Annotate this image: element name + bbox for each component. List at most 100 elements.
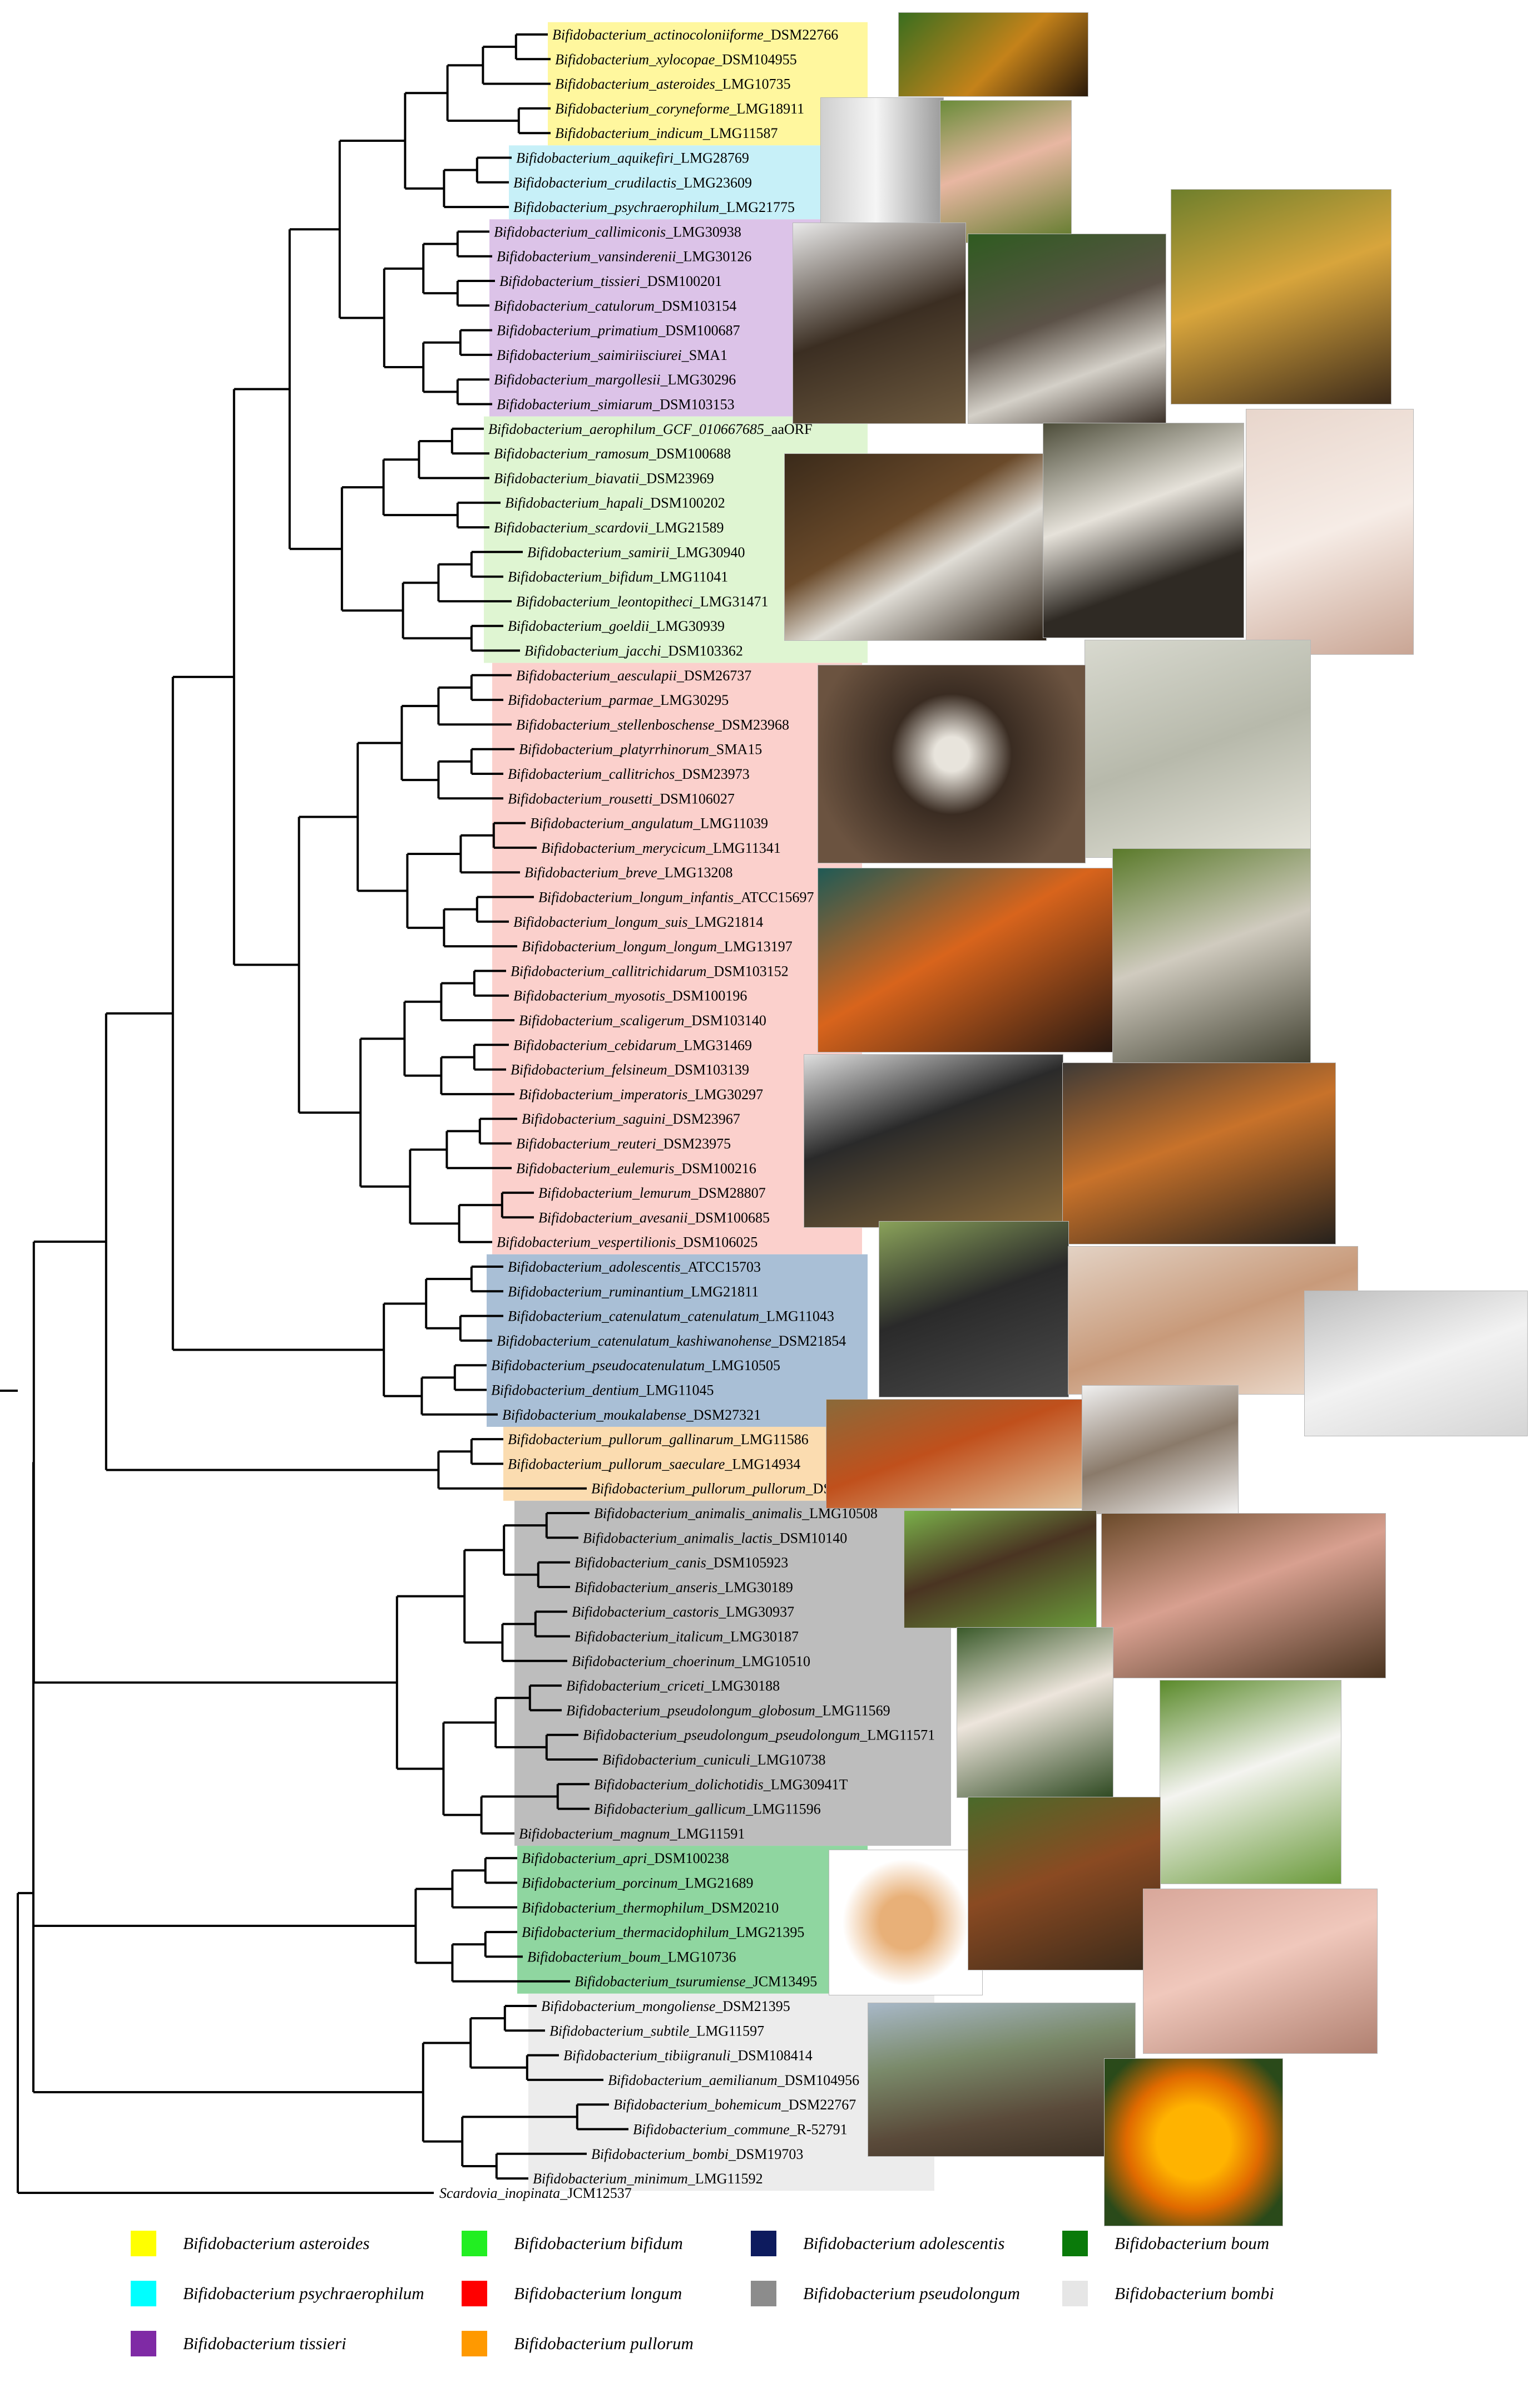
white-rabbit-photo (957, 1627, 1113, 1798)
leaf-label: Bifidobacterium_leontopitheci_LMG31471 (516, 594, 769, 610)
leaf-label: Bifidobacterium_tibiigranuli_DSM108414 (563, 2048, 813, 2064)
leaf-label: Bifidobacterium_ruminantium_LMG21811 (508, 1283, 759, 1299)
leaf-label: Bifidobacterium_asteroides_LMG10735 (555, 76, 791, 92)
leaf-label: Bifidobacterium_imperatoris_LMG30297 (519, 1086, 763, 1103)
leaf-label: Bifidobacterium_psychraerophilum_LMG2177… (513, 199, 795, 215)
leaf-label: Bifidobacterium_angulatum_LMG11039 (530, 816, 768, 832)
leaf-label: Bifidobacterium_criceti_LMG30188 (566, 1678, 780, 1694)
gorilla-photo (879, 1221, 1069, 1397)
leaf-labels: Bifidobacterium_actinocoloniiforme_DSM22… (439, 27, 935, 2201)
leaf-label: Bifidobacterium_subtile_LMG11597 (549, 2023, 764, 2039)
leaf-label: Bifidobacterium_breve_LMG13208 (524, 864, 733, 881)
legend-label: Bifidobacterium tissieri (183, 2334, 346, 2353)
leaf-label: Bifidobacterium_callimiconis_LMG30938 (494, 224, 741, 240)
marmoset-photo (793, 223, 966, 424)
leaf-label: Bifidobacterium_canis_DSM105923 (575, 1555, 788, 1571)
legend-label: Bifidobacterium pullorum (514, 2334, 694, 2353)
legend-swatch (1062, 2281, 1088, 2306)
legend-swatch (462, 2331, 487, 2356)
legend-item: Bifidobacterium tissieri (131, 2331, 346, 2356)
clade-band-psychraerophilum (509, 145, 868, 220)
leaf-label: Bifidobacterium_pseudolongum_globosum_LM… (566, 1702, 890, 1718)
tamarin-branch-photo (804, 1054, 1063, 1228)
legend-label: Bifidobacterium pseudolongum (803, 2284, 1021, 2303)
leaf-label: Bifidobacterium_primatium_DSM100687 (497, 323, 740, 339)
leaf-label: Bifidobacterium_xylocopae_DSM104955 (555, 51, 797, 67)
leaf-label: Bifidobacterium_cebidarum_LMG31469 (513, 1037, 752, 1053)
legend-item: Bifidobacterium psychraerophilum (131, 2281, 424, 2306)
sow-photo (1101, 1513, 1386, 1678)
clade-band-bombi (528, 1993, 934, 2191)
leaf-label: Bifidobacterium_margollesii_LMG30296 (494, 372, 736, 388)
outgroup-label: Scardovia_inopinata_JCM12537 (439, 2185, 632, 2201)
leaf-label: Bifidobacterium_castoris_LMG30937 (572, 1604, 794, 1620)
legend-item: Bifidobacterium bifidum (462, 2231, 683, 2256)
leaf-label: Bifidobacterium_vansinderenii_LMG30126 (497, 249, 751, 265)
leaf-label: Bifidobacterium_samirii_LMG30940 (527, 544, 745, 560)
bumblebee-flower-photo (1104, 2058, 1283, 2226)
leaf-label: Bifidobacterium_rousetti_DSM106027 (508, 790, 735, 807)
legend-label: Bifidobacterium asteroides (183, 2233, 370, 2253)
leaf-label: Bifidobacterium_aerophilum_GCF_010667685… (488, 421, 813, 437)
leaf-label: Bifidobacterium_avesanii_DSM100685 (538, 1209, 770, 1225)
golden-lion-tamarin-photo (818, 868, 1113, 1052)
legend-swatch (462, 2281, 487, 2306)
legend: Bifidobacterium asteroides Bifidobacteriu… (0, 2214, 1540, 2381)
clade-band-asteroides (548, 22, 868, 146)
leaf-label: Bifidobacterium_commune_R-52791 (633, 2122, 848, 2138)
baby-photo (1246, 409, 1414, 655)
leaf-label: Bifidobacterium_apri_DSM100238 (522, 1850, 729, 1866)
legend-item: Bifidobacterium adolescentis (751, 2231, 1004, 2256)
leaf-label: Bifidobacterium_aesculapii_DSM26737 (516, 668, 751, 684)
lemur-photo (1112, 848, 1311, 1072)
clade-band-boum (517, 1846, 868, 1994)
marmoset-face-photo (818, 665, 1086, 863)
leaf-label: Bifidobacterium_longum_infantis_ATCC1569… (538, 889, 814, 906)
leaf-label: Bifidobacterium_adolescentis_ATCC15703 (508, 1259, 761, 1275)
leaf-label: Bifidobacterium_dolichotidis_LMG30941T (594, 1776, 848, 1792)
baby-hands-photo (1304, 1291, 1528, 1436)
leaf-label: Bifidobacterium_aquikefiri_LMG28769 (516, 150, 749, 166)
leaf-label: Bifidobacterium_ramosum_DSM100688 (494, 446, 731, 462)
leaf-label: Bifidobacterium_minimum_LMG11592 (533, 2171, 763, 2187)
clade-band-adolescentis (487, 1254, 868, 1427)
leaf-label: Bifidobacterium_magnum_LMG11591 (519, 1826, 745, 1842)
leaf-label: Bifidobacterium_mongoliense_DSM21395 (541, 1998, 790, 2014)
leaf-label: Bifidobacterium_reuteri_DSM23975 (516, 1136, 731, 1152)
leaf-label: Bifidobacterium_scardovii_LMG21589 (494, 520, 724, 536)
leaf-label: Bifidobacterium_callitrichidarum_DSM1031… (511, 963, 789, 979)
leaf-label: Bifidobacterium_pullorum_saeculare_LMG14… (508, 1456, 800, 1472)
legend-label: Bifidobacterium longum (514, 2284, 682, 2303)
clade-band-pseudolongum (514, 1500, 951, 1846)
leaf-label: Bifidobacterium_aemilianum_DSM104956 (608, 2072, 859, 2088)
leaf-label: Bifidobacterium_indicum_LMG11587 (555, 125, 778, 141)
leaf-label: Bifidobacterium_coryneforme_LMG18911 (555, 101, 804, 117)
legend-label: Bifidobacterium bifidum (514, 2233, 683, 2253)
leaf-label: Bifidobacterium_saimiriisciurei_SMA1 (497, 347, 727, 363)
leaf-label: Bifidobacterium_thermacidophilum_LMG2139… (522, 1924, 804, 1940)
squirrel-monkey-photo (1171, 189, 1392, 404)
leaf-label: Bifidobacterium_bohemicum_DSM22767 (613, 2097, 856, 2113)
rabbit-photo (1082, 1385, 1239, 1514)
leaf-label: Bifidobacterium_animalis_lactis_DSM10140 (583, 1530, 847, 1546)
leaf-label: Bifidobacterium_pseudolongum_pseudolongu… (583, 1727, 935, 1743)
clade-band-longum (492, 663, 862, 1254)
legend-label: Bifidobacterium psychraerophilum (183, 2284, 424, 2303)
leaf-label: Bifidobacterium_biavatii_DSM23969 (494, 470, 714, 486)
leaf-label: Bifidobacterium_moukalabense_DSM27321 (502, 1407, 761, 1423)
leaf-label: Bifidobacterium_longum_suis_LMG21814 (513, 914, 763, 930)
leaf-label: Bifidobacterium_myosotis_DSM100196 (513, 988, 747, 1004)
leaf-label: Bifidobacterium_dentium_LMG11045 (491, 1382, 714, 1398)
piglets-photo (1143, 1889, 1378, 2054)
leaf-label: Bifidobacterium_vespertilionis_DSM106025 (497, 1234, 757, 1251)
leaf-label: Bifidobacterium_stellenboschense_DSM2396… (516, 716, 789, 733)
leaf-label: Bifidobacterium_thermophilum_DSM20210 (522, 1900, 779, 1916)
legend-item: Bifidobacterium pullorum (462, 2331, 694, 2356)
legend-swatch (462, 2231, 487, 2256)
leaf-label: Bifidobacterium_cuniculi_LMG10738 (602, 1752, 826, 1768)
tamarin-mustache-photo (784, 453, 1047, 641)
leaf-label: Bifidobacterium_felsineum_DSM103139 (511, 1062, 749, 1078)
legend-swatch (751, 2231, 776, 2256)
hamster-photo (829, 1850, 983, 1995)
legend-swatch (1062, 2231, 1088, 2256)
